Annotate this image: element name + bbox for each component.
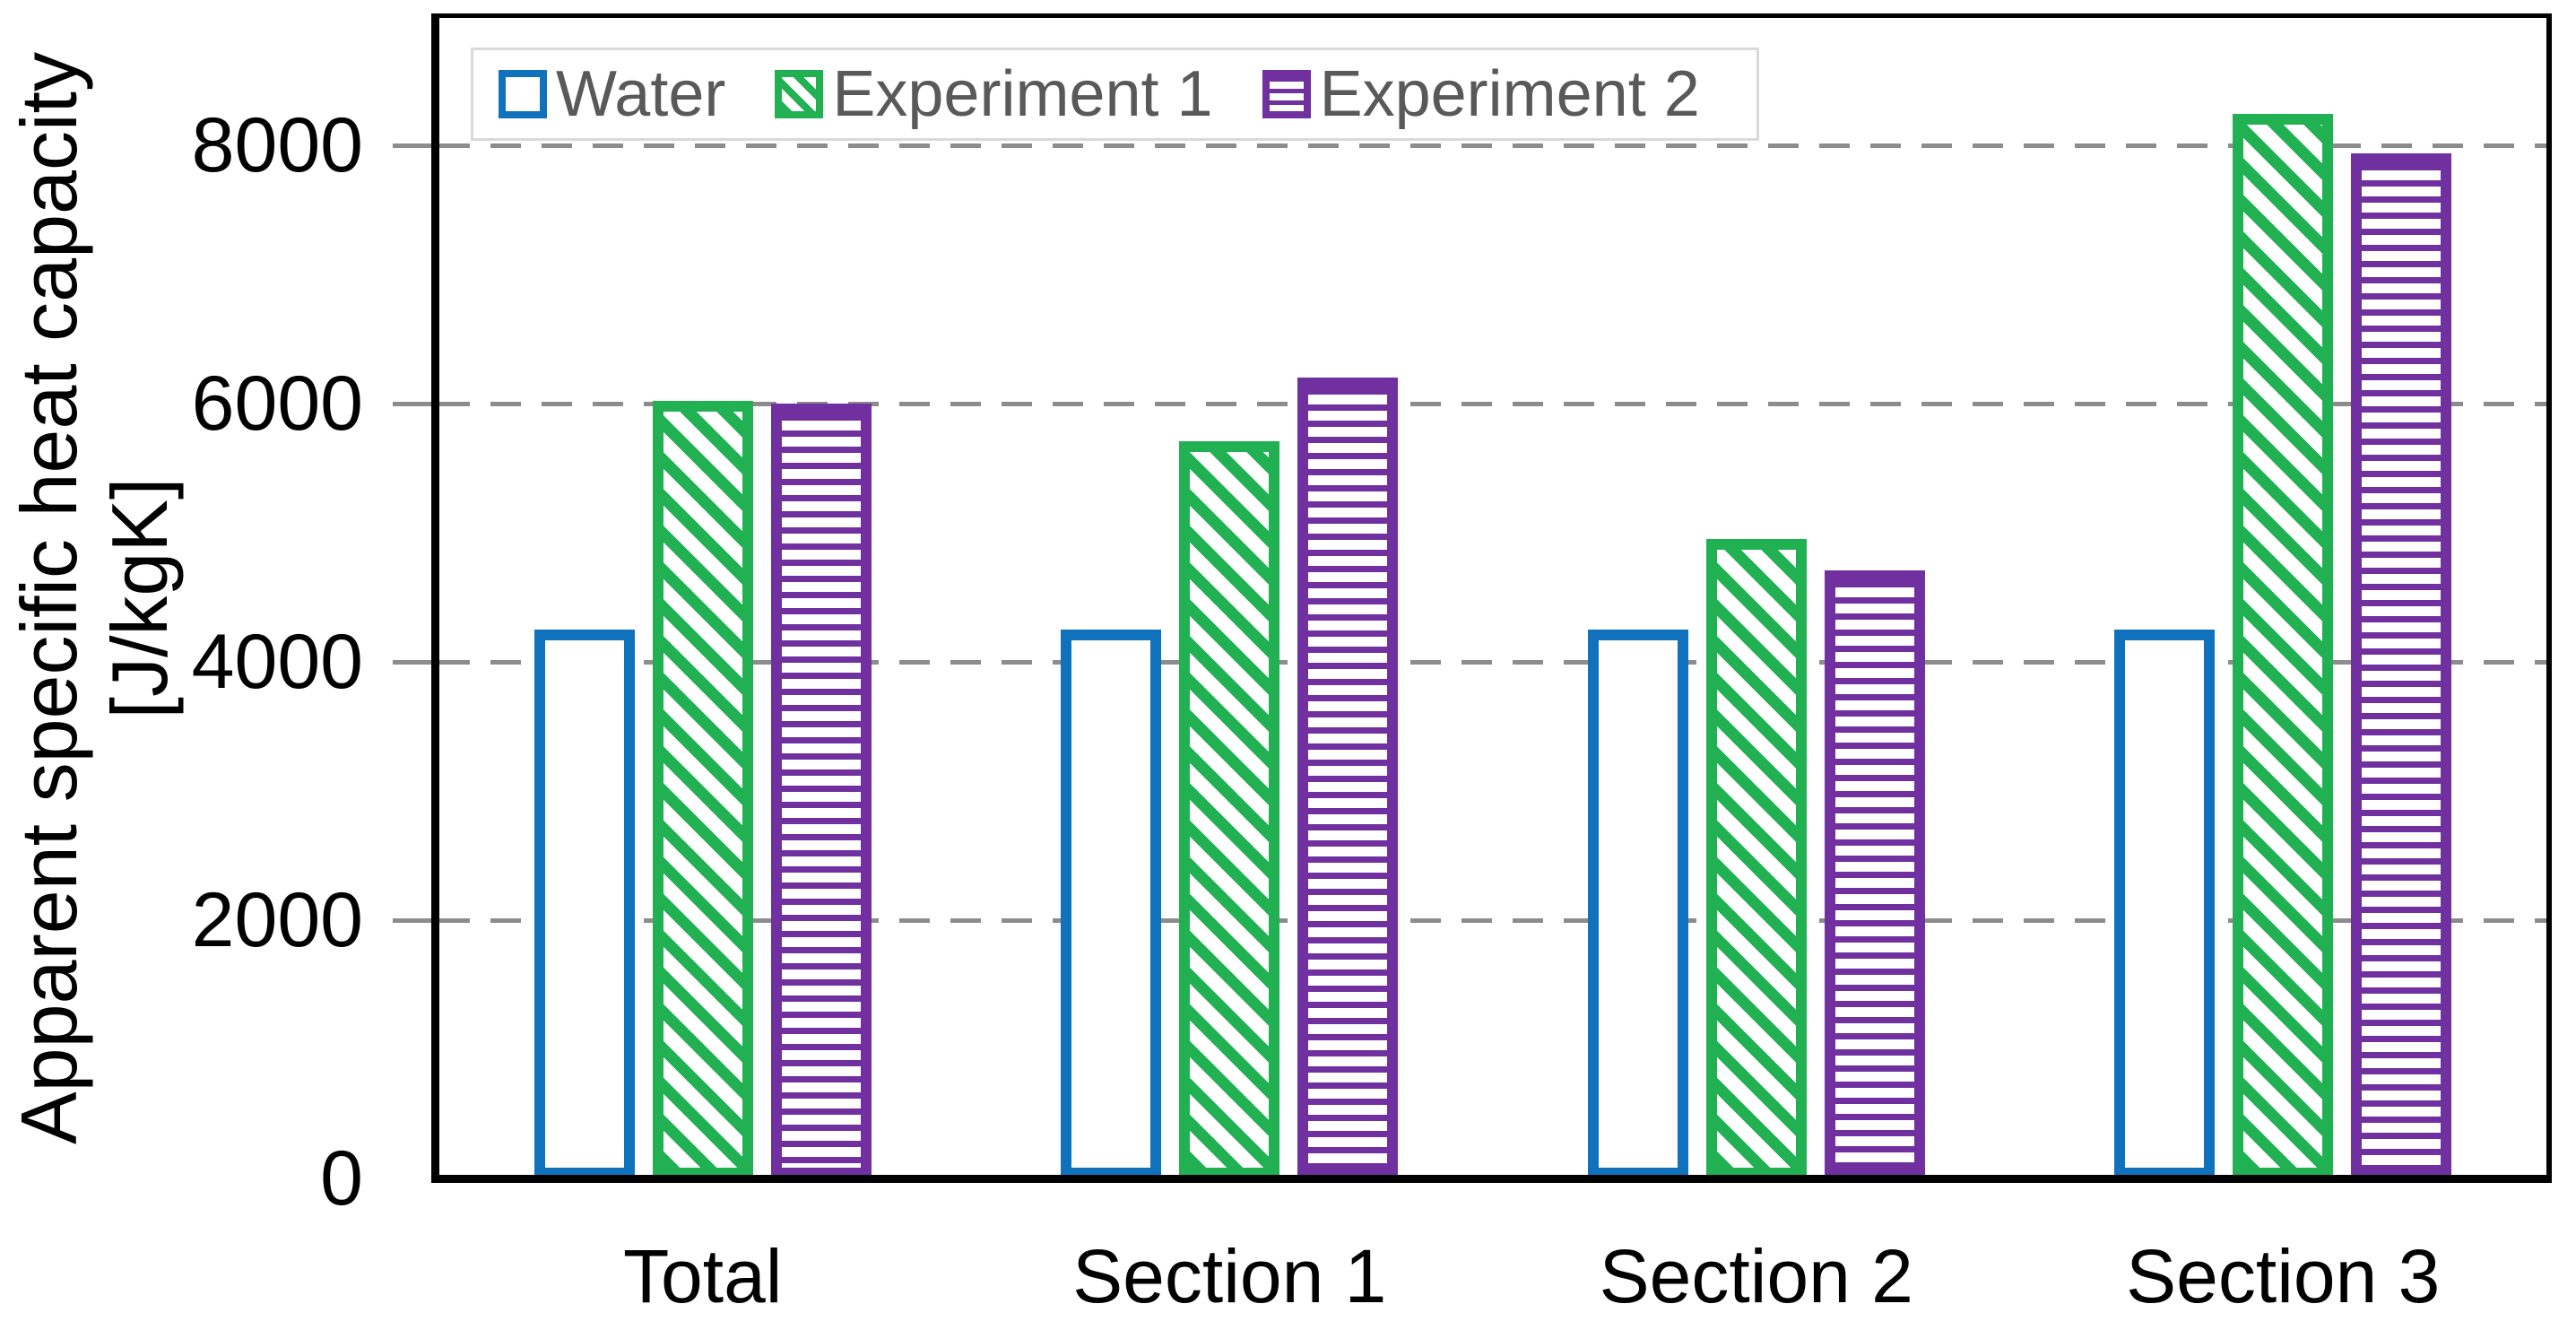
x-category-label-section-1: Section 1 (1072, 1234, 1387, 1318)
bar-experiment-2-section-1[interactable] (1297, 378, 1399, 1178)
legend: Water Experiment 1 Experiment 2 (471, 48, 1759, 141)
y-tick-mark-8000 (393, 143, 434, 148)
legend-item-experiment-1[interactable]: Experiment 1 (775, 57, 1213, 131)
gridline-6000 (439, 401, 2546, 406)
legend-label: Water (556, 58, 726, 130)
legend-marker-plain-icon (499, 70, 547, 118)
bar-group-section-1 (967, 16, 1494, 1178)
plot-border-top (431, 13, 2552, 18)
bar-experiment-1-section-3[interactable] (2233, 114, 2334, 1178)
plot-area (439, 16, 2546, 1178)
y-tick-mark-2000 (393, 917, 434, 923)
legend-item-water[interactable]: Water (499, 57, 725, 131)
legend-marker-diagonal-icon (775, 70, 824, 118)
x-category-label-section-2: Section 2 (1599, 1234, 1913, 1318)
y-tick-label-4000: 4000 (191, 619, 363, 705)
y-tick-label-8000: 8000 (191, 102, 363, 188)
legend-label: Experiment 2 (1319, 58, 1700, 130)
bar-group-section-2 (1493, 16, 2020, 1178)
bar-experiment-2-total[interactable] (770, 404, 872, 1178)
legend-item-experiment-2[interactable]: Experiment 2 (1262, 57, 1700, 131)
bar-experiment-2-section-3[interactable] (2351, 152, 2452, 1178)
x-category-label-section-3: Section 3 (2126, 1234, 2441, 1318)
y-tick-label-2000: 2000 (191, 877, 363, 963)
y-tick-mark-4000 (393, 659, 434, 665)
bar-experiment-1-section-2[interactable] (1705, 539, 1807, 1178)
bar-experiment-1-section-1[interactable] (1179, 440, 1280, 1178)
plot-border-right (2546, 13, 2552, 1183)
bar-water-section-1[interactable] (1061, 630, 1162, 1178)
y-tick-label-6000: 6000 (191, 361, 363, 447)
y-tick-label-0: 0 (320, 1135, 363, 1221)
bar-water-total[interactable] (533, 630, 635, 1178)
gridline-8000 (439, 143, 2546, 148)
legend-label: Experiment 1 (832, 58, 1213, 130)
bar-group-section-3 (2020, 16, 2547, 1178)
x-category-label-total: Total (623, 1234, 783, 1318)
bar-group-total (439, 16, 967, 1178)
bar-experiment-1-total[interactable] (652, 401, 753, 1178)
bar-water-section-3[interactable] (2114, 630, 2216, 1178)
legend-marker-horizontal-icon (1262, 70, 1311, 118)
x-axis-line (431, 1175, 2552, 1183)
bar-experiment-2-section-2[interactable] (1824, 569, 1925, 1178)
y-tick-mark-6000 (393, 401, 434, 406)
y-axis-line (431, 13, 439, 1183)
gridline-2000 (439, 917, 2546, 923)
gridline-4000 (439, 659, 2546, 665)
bar-water-section-2[interactable] (1587, 630, 1688, 1178)
